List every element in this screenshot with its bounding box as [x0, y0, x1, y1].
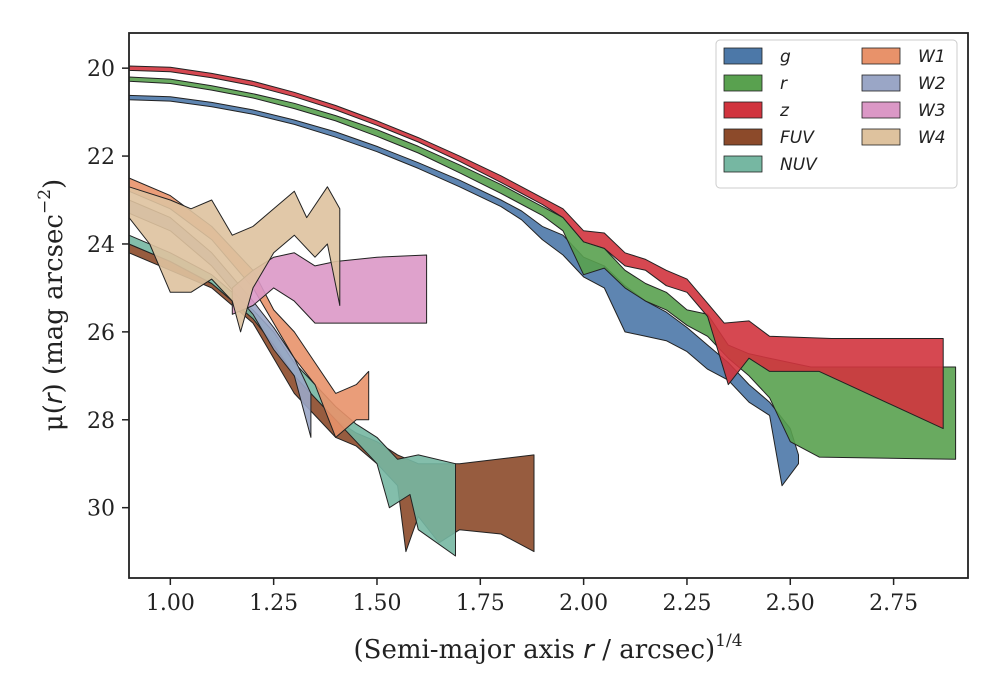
legend-label-W4: W4	[918, 128, 946, 148]
x-tick-label: 2.50	[766, 591, 815, 616]
band-W4	[128, 186, 341, 333]
x-tick-label: 1.25	[249, 591, 298, 616]
x-tick-label: 1.00	[146, 591, 195, 616]
band-g	[128, 94, 799, 487]
x-axis: 1.00 1.25 1.50 1.75 2.00 2.25 2.50 2.75	[146, 578, 918, 616]
y-tick-label: 22	[87, 145, 115, 170]
x-tick-label: 2.25	[662, 591, 711, 616]
legend-swatch-g	[723, 47, 763, 65]
legend-label-z: z	[779, 101, 790, 121]
x-tick-label: 1.50	[352, 591, 401, 616]
legend-label-g: g	[780, 47, 791, 67]
x-tick-label: 2.75	[869, 591, 918, 616]
legend-label-W2: W2	[918, 74, 946, 94]
legend-label-FUV: FUV	[780, 128, 815, 148]
y-axis: 20 22 24 26 28 30	[87, 57, 129, 522]
legend-label-W1: W1	[918, 47, 946, 67]
legend-swatch-W2	[861, 74, 901, 92]
y-tick-label: 26	[87, 321, 115, 346]
band-W3	[231, 252, 428, 324]
x-tick-label: 1.75	[456, 591, 505, 616]
legend-swatch-W1	[861, 47, 901, 65]
y-tick-label: 30	[87, 497, 115, 522]
legend-swatch-FUV	[723, 128, 763, 146]
legend-swatch-W3	[861, 101, 901, 119]
plot-frame	[128, 32, 969, 579]
legend-label-r: r	[780, 74, 788, 94]
legend-swatch-r	[723, 74, 763, 92]
band-r	[128, 76, 957, 460]
band-z	[128, 65, 944, 430]
y-axis-label: μ(r) (mag arcsec−2)	[35, 179, 69, 431]
legend-swatch-NUV	[723, 155, 763, 173]
legend-label-W3: W3	[918, 101, 946, 121]
y-tick-label: 24	[87, 233, 115, 258]
y-tick-label: 20	[87, 57, 115, 82]
data-bands	[128, 65, 957, 557]
x-axis-label: (Semi-major axis r / arcsec)1/4	[353, 631, 742, 665]
legend-swatch-z	[723, 101, 763, 119]
legend-swatch-W4	[861, 128, 901, 146]
legend-label-NUV: NUV	[780, 155, 818, 175]
x-tick-label: 2.00	[559, 591, 608, 616]
y-tick-label: 28	[87, 409, 115, 434]
legend: grz FUV NUV W1 W2 W3 W4	[715, 39, 958, 189]
